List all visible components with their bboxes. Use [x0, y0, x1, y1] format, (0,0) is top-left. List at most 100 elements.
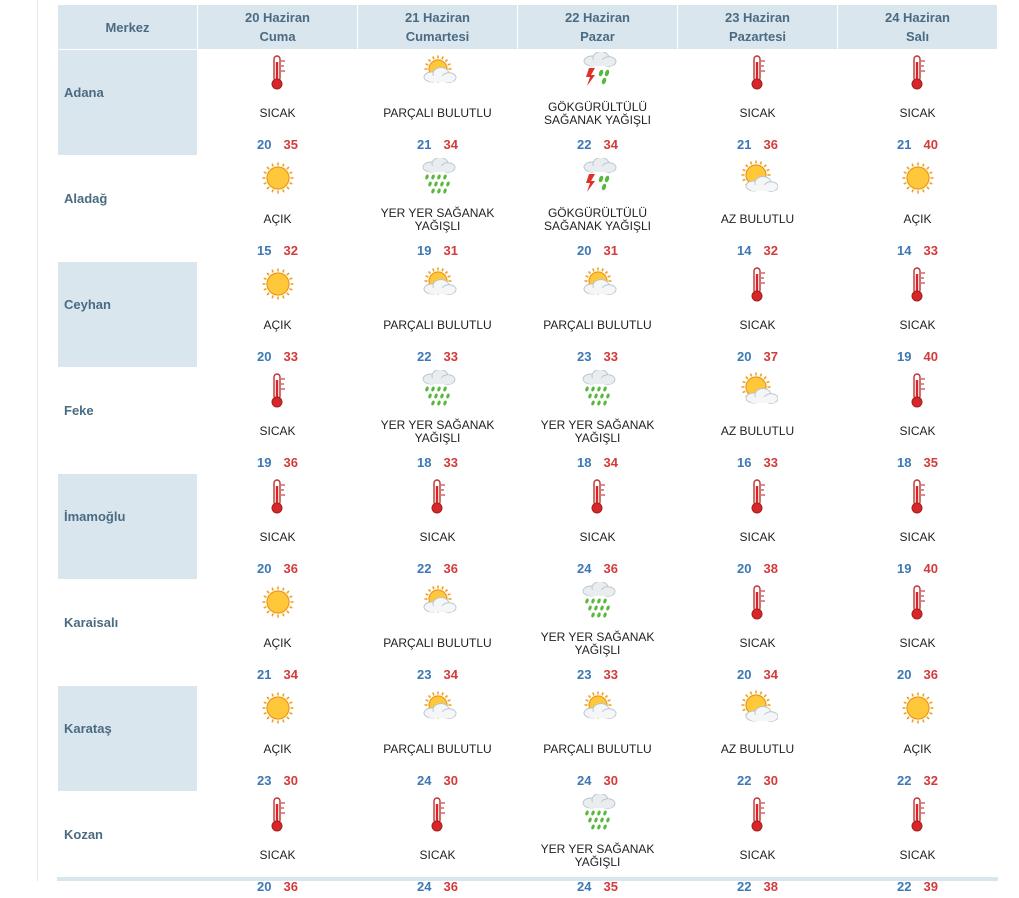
- weather-icon-cell: [198, 262, 357, 306]
- thermometer-icon: [271, 479, 285, 514]
- min-temperature: 20: [577, 242, 592, 258]
- weather-description-line: GÖKGÜRÜLTÜLÜ: [547, 205, 648, 220]
- weather-icon-cell: [358, 262, 517, 306]
- min-temperature: 21: [897, 136, 912, 152]
- temperature-cell: 19 31: [358, 239, 517, 261]
- partly-cloudy-icon: [423, 55, 456, 83]
- weather-description: PARÇALI BULUTLU: [358, 731, 517, 768]
- max-temperature: 33: [923, 242, 938, 258]
- weather-description: PARÇALI BULUTLU: [518, 307, 677, 344]
- city-row-icons: Feke: [58, 368, 997, 473]
- thermometer-icon: [271, 797, 285, 832]
- max-temperature: 36: [763, 136, 778, 152]
- max-temperature: 36: [923, 666, 938, 682]
- min-temperature: 22: [577, 136, 592, 152]
- city-row-icons: Karaisalı: [58, 580, 997, 685]
- city-row-icons: İmamoğlu: [58, 474, 997, 579]
- weather-description-line: SAĞANAK YAĞIŞLI: [544, 218, 651, 233]
- max-temperature: 33: [603, 348, 618, 364]
- weather-description-line: YAĞIŞLI: [414, 430, 461, 445]
- temperature-cell: 18 35: [838, 451, 997, 473]
- max-temperature: 33: [603, 666, 618, 682]
- max-temperature: 30: [283, 772, 298, 788]
- min-temperature: 24: [577, 560, 592, 576]
- min-temperature: 18: [897, 454, 912, 470]
- weather-description-line: SICAK: [739, 106, 776, 120]
- weather-description-line: PARÇALI BULUTLU: [383, 106, 492, 120]
- weather-icon-cell: [198, 368, 357, 412]
- temperature-cell: 15 32: [198, 239, 357, 261]
- city-row-icons: Kozan: [58, 792, 997, 897]
- max-temperature: 34: [603, 136, 618, 152]
- sun-icon: [902, 162, 933, 194]
- city-row-descriptions: SICAK PARÇALI BULUTLU GÖKGÜRÜLTÜLÜ SAĞANAK …: [58, 95, 997, 132]
- weather-description-line: SICAK: [739, 530, 776, 544]
- sun-icon: [262, 692, 293, 724]
- min-temperature: 21: [417, 136, 432, 152]
- weather-description-line: SICAK: [899, 636, 936, 650]
- min-temperature: 20: [257, 348, 272, 364]
- max-temperature: 40: [923, 348, 938, 364]
- min-temperature: 23: [577, 348, 592, 364]
- weather-description-line: SICAK: [259, 424, 296, 438]
- weather-description-line: SICAK: [259, 848, 296, 862]
- city-row-temperatures: 21 34 23 34 23 33 20 34 20 36: [58, 663, 997, 685]
- weather-icon-cell: [358, 580, 517, 624]
- weather-description-line: PARÇALI BULUTLU: [383, 636, 492, 650]
- max-temperature: 37: [763, 348, 778, 364]
- temperature-cell: 22 30: [678, 769, 837, 791]
- weather-description-line: SICAK: [419, 530, 456, 544]
- max-temperature: 36: [443, 560, 458, 576]
- temperature-cell: 21 34: [198, 663, 357, 685]
- weather-description-line: PARÇALI BULUTLU: [543, 742, 652, 756]
- next-row-strip: [57, 877, 998, 881]
- weather-description-line: YAĞIŞLI: [574, 854, 621, 869]
- weather-icon-cell: [518, 474, 677, 518]
- weather-icon-cell: [518, 156, 677, 200]
- city-row-descriptions: AÇIK PARÇALI BULUTLU YER YER SAĞANAK YAĞIŞL…: [58, 625, 997, 662]
- weather-description-line: SAĞANAK YAĞIŞLI: [544, 112, 651, 127]
- max-temperature: 36: [603, 560, 618, 576]
- temperature-cell: 22 32: [838, 769, 997, 791]
- weather-description: AÇIK: [838, 201, 997, 238]
- weather-description: AÇIK: [198, 625, 357, 662]
- temperature-cell: 22 33: [358, 345, 517, 367]
- min-temperature: 23: [417, 666, 432, 682]
- weather-description-line: SICAK: [899, 848, 936, 862]
- weather-icon-cell: [678, 580, 837, 624]
- weather-icon-cell: [838, 50, 997, 94]
- weather-description-line: YAĞIŞLI: [414, 218, 461, 233]
- weather-icon-cell: [838, 368, 997, 412]
- max-temperature: 32: [763, 242, 778, 258]
- weather-description: YER YER SAĞANAK YAĞIŞLI: [358, 413, 517, 450]
- weather-description-line: YER YER SAĞANAK: [540, 417, 655, 432]
- header-date: 21 Haziran: [404, 10, 471, 25]
- weather-description-line: AZ BULUTLU: [720, 742, 795, 756]
- weather-icon-cell: [838, 262, 997, 306]
- max-temperature: 40: [923, 136, 938, 152]
- city-row-icons: Ceyhan: [58, 262, 997, 367]
- weather-description: SICAK: [198, 413, 357, 450]
- partly-cloudy-icon: [423, 267, 456, 295]
- city-label: Adana: [64, 85, 104, 100]
- rain-shower-icon: [422, 370, 455, 406]
- thermometer-icon: [911, 479, 925, 514]
- max-temperature: 30: [443, 772, 458, 788]
- weather-description-line: AÇIK: [903, 742, 932, 756]
- weather-description: AZ BULUTLU: [678, 731, 837, 768]
- city-label: Aladağ: [64, 191, 108, 206]
- city-label: Feke: [64, 403, 94, 418]
- city-row-descriptions: SICAK YER YER SAĞANAK YAĞIŞLI YER YER SAĞAN…: [58, 413, 997, 450]
- temperature-cell: 20 36: [838, 663, 997, 685]
- min-temperature: 14: [897, 242, 912, 258]
- temperature-cell: 18 33: [358, 451, 517, 473]
- thermometer-icon: [911, 55, 925, 90]
- min-temperature: 22: [897, 772, 912, 788]
- city-name: Feke: [58, 368, 197, 473]
- thermometer-icon: [751, 267, 765, 302]
- mostly-sunny-icon: [741, 372, 778, 404]
- weather-icon-cell: [518, 580, 677, 624]
- max-temperature: 30: [603, 772, 618, 788]
- max-temperature: 34: [763, 666, 778, 682]
- thermometer-icon: [911, 797, 925, 832]
